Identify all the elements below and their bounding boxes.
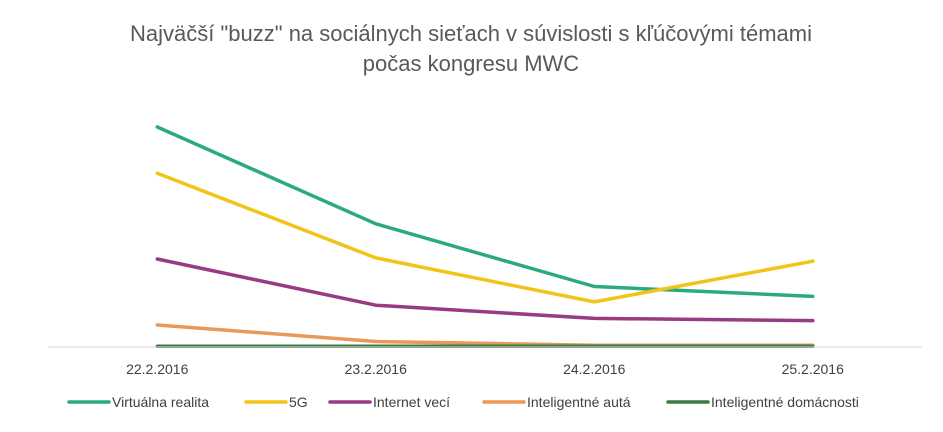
legend-item: 5G xyxy=(244,394,308,410)
chart-title-line-1: Najväčší "buzz" na sociálnych sieťach v … xyxy=(130,21,812,46)
series-line-1 xyxy=(155,171,815,304)
chart-title-line-2: počas kongresu MWC xyxy=(363,51,580,76)
x-tick-label: 25.2.2016 xyxy=(782,361,844,377)
legend-label: 5G xyxy=(289,394,308,410)
legend-label: Internet vecí xyxy=(373,394,450,410)
legend-item: Virtuálna realita xyxy=(67,394,209,410)
x-tick-label: 22.2.2016 xyxy=(126,361,188,377)
plot-area xyxy=(155,125,815,349)
legend-label: Virtuálna realita xyxy=(112,394,209,410)
series-line-2 xyxy=(155,257,815,323)
series-line-0 xyxy=(155,125,815,299)
legend-label: Inteligentné domácnosti xyxy=(711,394,859,410)
x-axis: 22.2.2016 23.2.2016 24.2.2016 25.2.2016 xyxy=(48,346,922,377)
x-tick-label: 24.2.2016 xyxy=(563,361,625,377)
legend-item: Inteligentné domácnosti xyxy=(666,394,859,410)
legend-item: Internet vecí xyxy=(328,394,450,410)
chart-title: Najväčší "buzz" na sociálnych sieťach v … xyxy=(130,21,812,76)
legend-item: Inteligentné autá xyxy=(482,394,631,410)
legend: Virtuálna realita 5G Internet vecí Intelige… xyxy=(67,394,859,410)
series-line-3 xyxy=(155,323,815,347)
legend-label: Inteligentné autá xyxy=(527,394,631,410)
x-tick-label: 23.2.2016 xyxy=(345,361,407,377)
